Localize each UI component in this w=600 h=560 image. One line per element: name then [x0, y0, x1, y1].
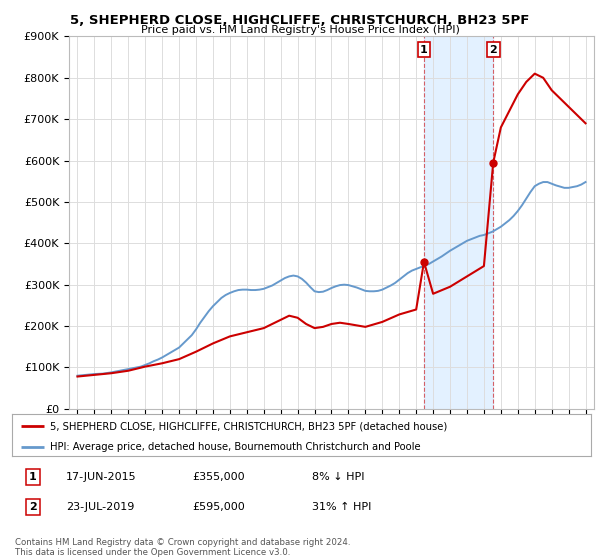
Text: 23-JUL-2019: 23-JUL-2019 — [66, 502, 134, 512]
Text: 17-JUN-2015: 17-JUN-2015 — [66, 472, 137, 482]
Text: 5, SHEPHERD CLOSE, HIGHCLIFFE, CHRISTCHURCH, BH23 5PF (detached house): 5, SHEPHERD CLOSE, HIGHCLIFFE, CHRISTCHU… — [50, 421, 447, 431]
Text: Price paid vs. HM Land Registry's House Price Index (HPI): Price paid vs. HM Land Registry's House … — [140, 25, 460, 35]
Text: 8% ↓ HPI: 8% ↓ HPI — [312, 472, 365, 482]
Text: 1: 1 — [29, 472, 37, 482]
Text: £595,000: £595,000 — [192, 502, 245, 512]
Text: Contains HM Land Registry data © Crown copyright and database right 2024.
This d: Contains HM Land Registry data © Crown c… — [15, 538, 350, 557]
Text: 31% ↑ HPI: 31% ↑ HPI — [312, 502, 371, 512]
Text: 2: 2 — [29, 502, 37, 512]
Text: HPI: Average price, detached house, Bournemouth Christchurch and Poole: HPI: Average price, detached house, Bour… — [50, 442, 420, 452]
Text: 2: 2 — [490, 45, 497, 55]
Bar — [424, 36, 493, 409]
Text: £355,000: £355,000 — [192, 472, 245, 482]
Text: 1: 1 — [420, 45, 428, 55]
Text: 5, SHEPHERD CLOSE, HIGHCLIFFE, CHRISTCHURCH, BH23 5PF: 5, SHEPHERD CLOSE, HIGHCLIFFE, CHRISTCHU… — [70, 14, 530, 27]
